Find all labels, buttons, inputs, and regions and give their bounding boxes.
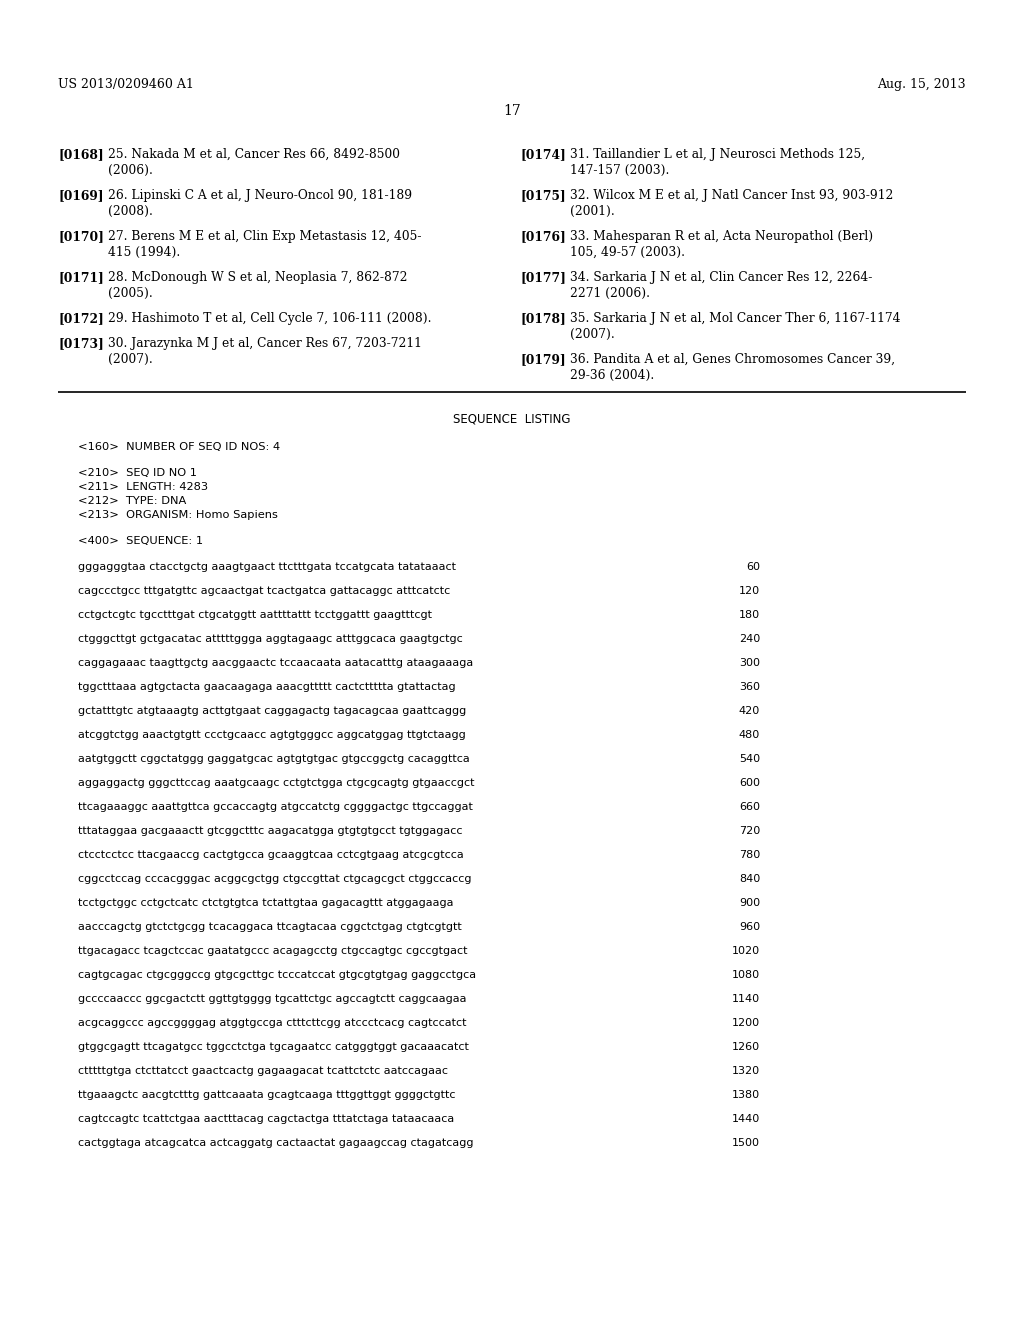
- Text: tcctgctggc cctgctcatc ctctgtgtca tctattgtaa gagacagttt atggagaaga: tcctgctggc cctgctcatc ctctgtgtca tctattg…: [78, 898, 454, 908]
- Text: (2005).: (2005).: [108, 286, 153, 300]
- Text: [0174]: [0174]: [520, 148, 565, 161]
- Text: [0173]: [0173]: [58, 338, 103, 351]
- Text: 29-36 (2004).: 29-36 (2004).: [570, 368, 654, 381]
- Text: 33. Mahesparan R et al, Acta Neuropathol (Berl): 33. Mahesparan R et al, Acta Neuropathol…: [570, 230, 873, 243]
- Text: aacccagctg gtctctgcgg tcacaggaca ttcagtacaa cggctctgag ctgtcgtgtt: aacccagctg gtctctgcgg tcacaggaca ttcagta…: [78, 921, 462, 932]
- Text: 32. Wilcox M E et al, J Natl Cancer Inst 93, 903-912: 32. Wilcox M E et al, J Natl Cancer Inst…: [570, 189, 893, 202]
- Text: (2006).: (2006).: [108, 164, 153, 177]
- Text: acgcaggccc agccggggag atggtgccga ctttcttcgg atccctcacg cagtccatct: acgcaggccc agccggggag atggtgccga ctttctt…: [78, 1018, 467, 1028]
- Text: Aug. 15, 2013: Aug. 15, 2013: [878, 78, 966, 91]
- Text: 147-157 (2003).: 147-157 (2003).: [570, 164, 670, 177]
- Text: 540: 540: [739, 754, 760, 764]
- Text: SEQUENCE  LISTING: SEQUENCE LISTING: [454, 412, 570, 425]
- Text: 480: 480: [738, 730, 760, 741]
- Text: 17: 17: [503, 104, 521, 117]
- Text: ttgaaagctc aacgtctttg gattcaaata gcagtcaaga tttggttggt ggggctgttc: ttgaaagctc aacgtctttg gattcaaata gcagtca…: [78, 1090, 456, 1100]
- Text: [0176]: [0176]: [520, 230, 565, 243]
- Text: ctgggcttgt gctgacatac atttttggga aggtagaagc atttggcaca gaagtgctgc: ctgggcttgt gctgacatac atttttggga aggtaga…: [78, 634, 463, 644]
- Text: aatgtggctt cggctatggg gaggatgcac agtgtgtgac gtgccggctg cacaggttca: aatgtggctt cggctatggg gaggatgcac agtgtgt…: [78, 754, 470, 764]
- Text: 26. Lipinski C A et al, J Neuro-Oncol 90, 181-189: 26. Lipinski C A et al, J Neuro-Oncol 90…: [108, 189, 412, 202]
- Text: 600: 600: [739, 777, 760, 788]
- Text: <211>  LENGTH: 4283: <211> LENGTH: 4283: [78, 482, 208, 492]
- Text: cactggtaga atcagcatca actcaggatg cactaactat gagaagccag ctagatcagg: cactggtaga atcagcatca actcaggatg cactaac…: [78, 1138, 473, 1148]
- Text: ctttttgtga ctcttatcct gaactcactg gagaagacat tcattctctc aatccagaac: ctttttgtga ctcttatcct gaactcactg gagaaga…: [78, 1067, 449, 1076]
- Text: 29. Hashimoto T et al, Cell Cycle 7, 106-111 (2008).: 29. Hashimoto T et al, Cell Cycle 7, 106…: [108, 312, 431, 325]
- Text: tggctttaaa agtgctacta gaacaagaga aaacgttttt cactcttttta gtattactag: tggctttaaa agtgctacta gaacaagaga aaacgtt…: [78, 682, 456, 692]
- Text: 120: 120: [739, 586, 760, 597]
- Text: 105, 49-57 (2003).: 105, 49-57 (2003).: [570, 246, 685, 259]
- Text: 30. Jarazynka M J et al, Cancer Res 67, 7203-7211: 30. Jarazynka M J et al, Cancer Res 67, …: [108, 338, 422, 351]
- Text: <212>  TYPE: DNA: <212> TYPE: DNA: [78, 496, 186, 506]
- Text: (2008).: (2008).: [108, 205, 153, 218]
- Text: cagtgcagac ctgcgggccg gtgcgcttgc tcccatccat gtgcgtgtgag gaggcctgca: cagtgcagac ctgcgggccg gtgcgcttgc tcccatc…: [78, 970, 476, 979]
- Text: tttataggaa gacgaaactt gtcggctttc aagacatgga gtgtgtgcct tgtggagacc: tttataggaa gacgaaactt gtcggctttc aagacat…: [78, 826, 463, 836]
- Text: cctgctcgtc tgcctttgat ctgcatggtt aattttattt tcctggattt gaagtttcgt: cctgctcgtc tgcctttgat ctgcatggtt aatttta…: [78, 610, 432, 620]
- Text: 1500: 1500: [732, 1138, 760, 1148]
- Text: 1080: 1080: [732, 970, 760, 979]
- Text: gggagggtaa ctacctgctg aaagtgaact ttctttgata tccatgcata tatataaact: gggagggtaa ctacctgctg aaagtgaact ttctttg…: [78, 562, 456, 572]
- Text: 2271 (2006).: 2271 (2006).: [570, 286, 650, 300]
- Text: 360: 360: [739, 682, 760, 692]
- Text: 660: 660: [739, 803, 760, 812]
- Text: 35. Sarkaria J N et al, Mol Cancer Ther 6, 1167-1174: 35. Sarkaria J N et al, Mol Cancer Ther …: [570, 312, 900, 325]
- Text: gtggcgagtt ttcagatgcc tggcctctga tgcagaatcc catgggtggt gacaaacatct: gtggcgagtt ttcagatgcc tggcctctga tgcagaa…: [78, 1041, 469, 1052]
- Text: 180: 180: [739, 610, 760, 620]
- Text: 1380: 1380: [732, 1090, 760, 1100]
- Text: 34. Sarkaria J N et al, Clin Cancer Res 12, 2264-: 34. Sarkaria J N et al, Clin Cancer Res …: [570, 271, 872, 284]
- Text: [0175]: [0175]: [520, 189, 565, 202]
- Text: ctcctcctcc ttacgaaccg cactgtgcca gcaaggtcaa cctcgtgaag atcgcgtcca: ctcctcctcc ttacgaaccg cactgtgcca gcaaggt…: [78, 850, 464, 861]
- Text: <160>  NUMBER OF SEQ ID NOS: 4: <160> NUMBER OF SEQ ID NOS: 4: [78, 442, 281, 451]
- Text: 1140: 1140: [732, 994, 760, 1005]
- Text: caggagaaac taagttgctg aacggaactc tccaacaata aatacatttg ataagaaaga: caggagaaac taagttgctg aacggaactc tccaaca…: [78, 657, 473, 668]
- Text: <213>  ORGANISM: Homo Sapiens: <213> ORGANISM: Homo Sapiens: [78, 510, 278, 520]
- Text: [0178]: [0178]: [520, 312, 565, 325]
- Text: 28. McDonough W S et al, Neoplasia 7, 862-872: 28. McDonough W S et al, Neoplasia 7, 86…: [108, 271, 408, 284]
- Text: 240: 240: [738, 634, 760, 644]
- Text: gccccaaccc ggcgactctt ggttgtgggg tgcattctgc agccagtctt caggcaagaa: gccccaaccc ggcgactctt ggttgtgggg tgcattc…: [78, 994, 467, 1005]
- Text: gctatttgtc atgtaaagtg acttgtgaat caggagactg tagacagcaa gaattcaggg: gctatttgtc atgtaaagtg acttgtgaat caggaga…: [78, 706, 466, 715]
- Text: <210>  SEQ ID NO 1: <210> SEQ ID NO 1: [78, 469, 197, 478]
- Text: (2007).: (2007).: [108, 352, 153, 366]
- Text: ttcagaaaggc aaattgttca gccaccagtg atgccatctg cggggactgc ttgccaggat: ttcagaaaggc aaattgttca gccaccagtg atgcca…: [78, 803, 473, 812]
- Text: US 2013/0209460 A1: US 2013/0209460 A1: [58, 78, 194, 91]
- Text: 300: 300: [739, 657, 760, 668]
- Text: 415 (1994).: 415 (1994).: [108, 246, 180, 259]
- Text: 900: 900: [739, 898, 760, 908]
- Text: 960: 960: [739, 921, 760, 932]
- Text: cagccctgcc tttgatgttc agcaactgat tcactgatca gattacaggc atttcatctc: cagccctgcc tttgatgttc agcaactgat tcactga…: [78, 586, 451, 597]
- Text: 1440: 1440: [732, 1114, 760, 1125]
- Text: 1020: 1020: [732, 946, 760, 956]
- Text: [0170]: [0170]: [58, 230, 103, 243]
- Text: aggaggactg gggcttccag aaatgcaagc cctgtctgga ctgcgcagtg gtgaaccgct: aggaggactg gggcttccag aaatgcaagc cctgtct…: [78, 777, 474, 788]
- Text: 840: 840: [738, 874, 760, 884]
- Text: (2001).: (2001).: [570, 205, 614, 218]
- Text: [0172]: [0172]: [58, 312, 103, 325]
- Text: cggcctccag cccacgggac acggcgctgg ctgccgttat ctgcagcgct ctggccaccg: cggcctccag cccacgggac acggcgctgg ctgccgt…: [78, 874, 471, 884]
- Text: [0177]: [0177]: [520, 271, 566, 284]
- Text: [0179]: [0179]: [520, 352, 565, 366]
- Text: [0168]: [0168]: [58, 148, 103, 161]
- Text: atcggtctgg aaactgtgtt ccctgcaacc agtgtgggcc aggcatggag ttgtctaagg: atcggtctgg aaactgtgtt ccctgcaacc agtgtgg…: [78, 730, 466, 741]
- Text: (2007).: (2007).: [570, 327, 614, 341]
- Text: <400>  SEQUENCE: 1: <400> SEQUENCE: 1: [78, 536, 203, 546]
- Text: 31. Taillandier L et al, J Neurosci Methods 125,: 31. Taillandier L et al, J Neurosci Meth…: [570, 148, 865, 161]
- Text: 1200: 1200: [732, 1018, 760, 1028]
- Text: 1260: 1260: [732, 1041, 760, 1052]
- Text: 720: 720: [738, 826, 760, 836]
- Text: cagtccagtc tcattctgaa aactttacag cagctactga tttatctaga tataacaaca: cagtccagtc tcattctgaa aactttacag cagctac…: [78, 1114, 455, 1125]
- Text: [0169]: [0169]: [58, 189, 103, 202]
- Text: 60: 60: [746, 562, 760, 572]
- Text: [0171]: [0171]: [58, 271, 103, 284]
- Text: 27. Berens M E et al, Clin Exp Metastasis 12, 405-: 27. Berens M E et al, Clin Exp Metastasi…: [108, 230, 422, 243]
- Text: 36. Pandita A et al, Genes Chromosomes Cancer 39,: 36. Pandita A et al, Genes Chromosomes C…: [570, 352, 895, 366]
- Text: 780: 780: [738, 850, 760, 861]
- Text: ttgacagacc tcagctccac gaatatgccc acagagcctg ctgccagtgc cgccgtgact: ttgacagacc tcagctccac gaatatgccc acagagc…: [78, 946, 468, 956]
- Text: 1320: 1320: [732, 1067, 760, 1076]
- Text: 25. Nakada M et al, Cancer Res 66, 8492-8500: 25. Nakada M et al, Cancer Res 66, 8492-…: [108, 148, 400, 161]
- Text: 420: 420: [738, 706, 760, 715]
